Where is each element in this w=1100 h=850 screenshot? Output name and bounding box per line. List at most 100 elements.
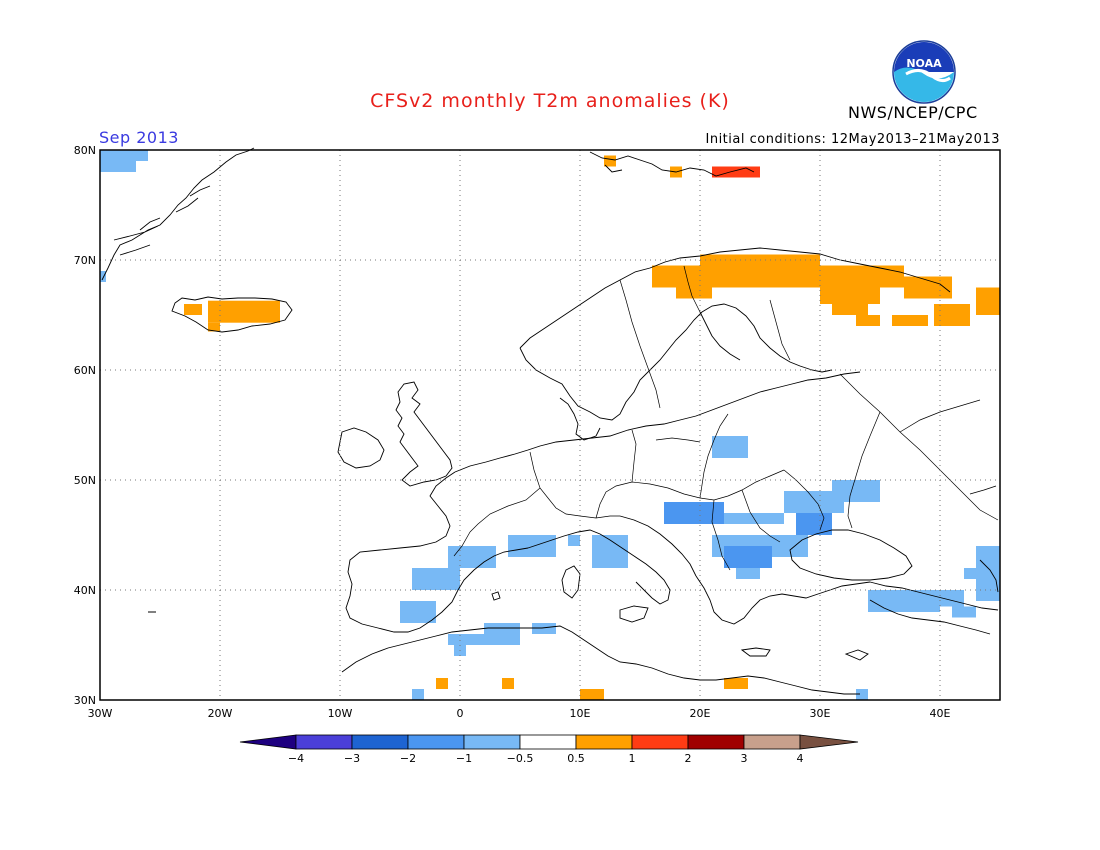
anomaly-cell xyxy=(436,678,448,689)
anomaly-cell xyxy=(400,601,436,623)
colorbar-bin xyxy=(239,734,297,750)
colorbar-bin xyxy=(463,734,521,750)
lat-tick-label: 50N xyxy=(74,474,96,487)
lat-tick-label: 70N xyxy=(74,254,96,267)
logo-text: NOAA xyxy=(906,57,942,70)
country-borders xyxy=(453,265,999,571)
lat-tick-label: 40N xyxy=(74,584,96,597)
anomaly-cells xyxy=(100,150,1000,700)
anomaly-cell xyxy=(484,623,520,634)
coastline-crete xyxy=(740,647,771,657)
anomaly-cell xyxy=(724,546,772,568)
anomaly-cell xyxy=(580,689,604,700)
coastline-denmark xyxy=(559,397,601,441)
coastline-turkey xyxy=(869,581,999,635)
anomaly-cell xyxy=(232,309,244,321)
lon-tick-label: 20E xyxy=(690,707,711,720)
coastline-mediterranean-islands xyxy=(148,591,501,613)
anomaly-cell xyxy=(184,304,202,315)
anomaly-cell xyxy=(568,535,580,546)
initial-conditions: Initial conditions: 12May2013–21May2013 xyxy=(705,132,1000,147)
anomaly-cell xyxy=(412,689,424,700)
coastline-iceland xyxy=(171,296,293,333)
anomaly-cell xyxy=(832,480,880,502)
colorbar-bin xyxy=(351,734,409,750)
lat-lon-grid xyxy=(100,150,1000,700)
anomaly-cell xyxy=(208,322,220,332)
anomaly-cell xyxy=(448,634,520,645)
lon-tick-label: 30E xyxy=(810,707,831,720)
chart-title: CFSv2 monthly T2m anomalies (K) xyxy=(370,90,730,112)
anomaly-cell xyxy=(820,287,880,304)
coastline-sardinia xyxy=(561,565,581,599)
lat-tick-label: 60N xyxy=(74,364,96,377)
latitude-tick-labels: 30N 40N 50N 60N 70N 80N xyxy=(74,144,96,707)
anomaly-cell xyxy=(508,535,556,557)
lon-tick-label: 30W xyxy=(88,707,113,720)
colorbar-tick-label: −4 xyxy=(288,752,304,765)
coastline-europe-north xyxy=(454,371,861,473)
lat-tick-label: 30N xyxy=(74,694,96,707)
coastline-great-britain xyxy=(395,381,453,487)
lat-tick-label: 80N xyxy=(74,144,96,157)
anomaly-cell xyxy=(100,161,136,172)
border-lines xyxy=(453,265,999,571)
anomaly-cell xyxy=(892,315,928,326)
colorbar-tick-label: −0.5 xyxy=(507,752,534,765)
anomaly-cell xyxy=(904,276,952,299)
colorbar-bin xyxy=(687,734,745,750)
anomaly-cell xyxy=(676,287,712,299)
lon-tick-label: 20W xyxy=(208,707,233,720)
anomaly-cell xyxy=(976,546,1000,601)
anomaly-cell xyxy=(664,502,724,524)
anomaly-cell xyxy=(448,546,496,568)
anomaly-cell xyxy=(952,606,976,618)
anomaly-cell xyxy=(724,678,748,689)
colorbar-bin xyxy=(743,734,801,750)
colorbar-tick-label: −2 xyxy=(400,752,416,765)
colorbar-tick-label: 4 xyxy=(797,752,804,765)
noaa-logo-icon: NOAA xyxy=(892,40,956,104)
coastline-scandinavia xyxy=(519,247,951,421)
coastline-north-africa xyxy=(341,625,860,695)
lon-tick-label: 10E xyxy=(570,707,591,720)
anomaly-cell xyxy=(712,436,748,458)
anomaly-cell xyxy=(784,491,844,513)
coastline-greenland xyxy=(101,147,255,281)
anomaly-cell xyxy=(100,271,106,282)
colorbar-tick-labels: −4 −3 −2 −1 −0.5 0.5 1 2 3 4 xyxy=(288,752,804,765)
anomaly-cell xyxy=(412,568,460,590)
anomaly-cell xyxy=(832,304,868,315)
colorbar xyxy=(239,734,859,750)
colorbar-bin xyxy=(631,734,689,750)
map-frame xyxy=(99,149,1001,701)
anomaly-cell xyxy=(976,287,1000,315)
coastline-caspian xyxy=(969,485,999,593)
lon-tick-label: 0 xyxy=(457,707,464,720)
colorbar-tick-label: 0.5 xyxy=(567,752,585,765)
anomaly-cell xyxy=(784,265,904,288)
agency-label: NWS/NCEP/CPC xyxy=(848,103,978,122)
anomaly-cell xyxy=(868,590,940,612)
colorbar-tick-label: 3 xyxy=(741,752,748,765)
colorbar-bin xyxy=(519,734,577,750)
lon-tick-label: 40E xyxy=(930,707,951,720)
coastline-italy xyxy=(527,515,697,605)
anomaly-cell xyxy=(712,166,760,178)
colorbar-tick-label: −1 xyxy=(456,752,472,765)
anomaly-cell xyxy=(502,678,514,689)
anomaly-cell xyxy=(934,304,970,326)
coastline-balkans xyxy=(695,575,871,625)
colorbar-bin xyxy=(295,734,353,750)
colorbar-bin xyxy=(407,734,465,750)
colorbar-tick-label: 2 xyxy=(685,752,692,765)
colorbar-tick-label: 1 xyxy=(629,752,636,765)
coastlines xyxy=(101,147,999,695)
colorbar-bin xyxy=(575,734,633,750)
anomaly-cell xyxy=(532,623,556,634)
anomaly-cell xyxy=(856,315,880,326)
coastline-black-sea xyxy=(789,529,913,581)
anomaly-cell xyxy=(736,568,760,579)
coastline-ireland xyxy=(337,427,385,469)
